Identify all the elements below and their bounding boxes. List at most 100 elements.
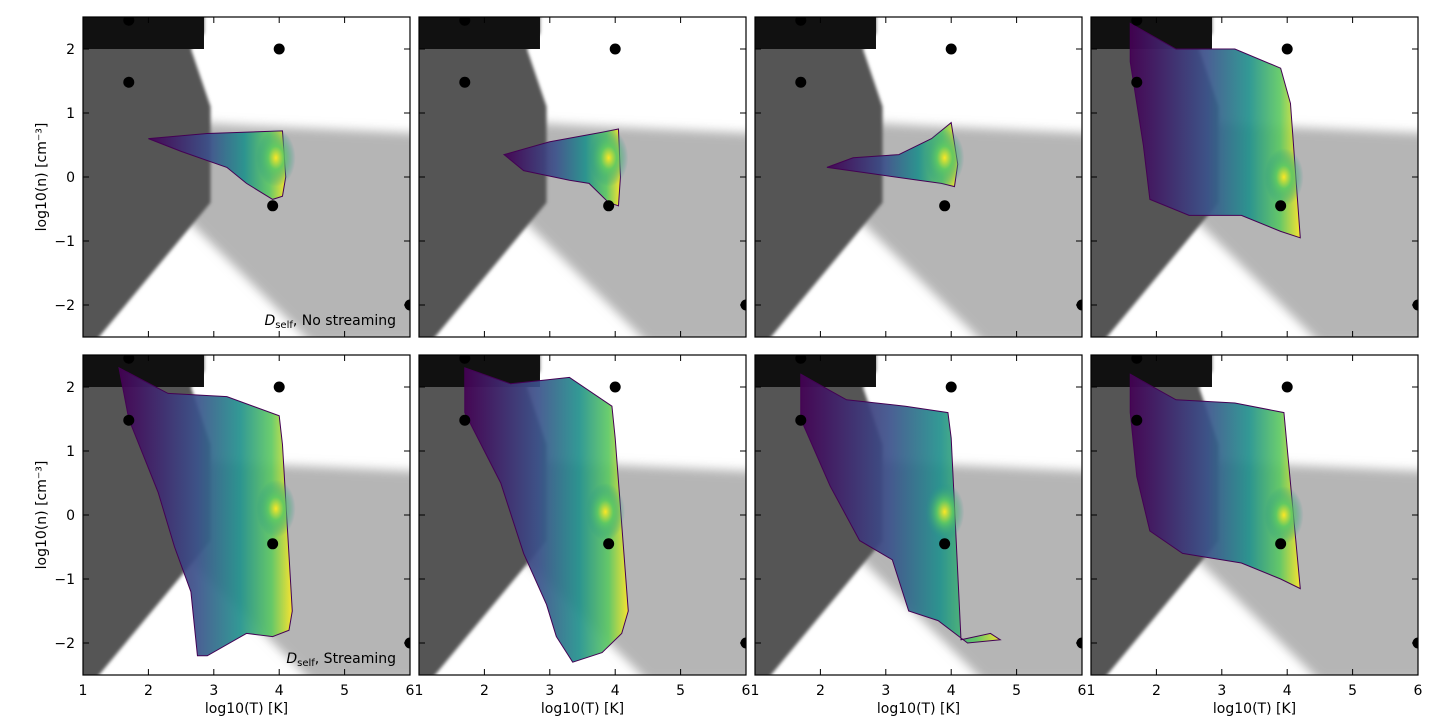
- y-tick-label: −1: [54, 572, 75, 588]
- density-distribution: [1129, 22, 1301, 239]
- y-tick-label: 1: [66, 444, 75, 460]
- density-peak: [1264, 148, 1304, 206]
- x-tick-label: 3: [1217, 683, 1226, 699]
- reference-point: [459, 355, 471, 364]
- x-tick-label: 1: [79, 683, 88, 699]
- reference-point: [123, 17, 135, 26]
- reference-point: [795, 355, 807, 364]
- panel-annotation: Dself, No streaming: [264, 313, 396, 331]
- reference-point: [459, 76, 471, 88]
- y-tick-label: −2: [54, 636, 75, 652]
- reference-point: [939, 200, 951, 212]
- density-peak: [925, 483, 965, 541]
- y-tick-label: 2: [66, 380, 75, 396]
- phase-cool-region: [755, 17, 883, 337]
- reference-point: [1275, 538, 1287, 550]
- density-distribution: [118, 366, 293, 657]
- x-tick-label: 4: [275, 683, 284, 699]
- panel-2-3: [754, 354, 1083, 676]
- x-tick-label: 3: [545, 683, 554, 699]
- phase-cold-region: [83, 17, 204, 49]
- y-tick-label: −1: [54, 234, 75, 250]
- reference-point: [603, 200, 615, 212]
- x-tick-label: 2: [480, 683, 489, 699]
- panel-2-1: Dself, Streaming: [82, 354, 411, 676]
- x-axis-label: log10(T) [K]: [541, 701, 624, 717]
- density-peak: [256, 129, 296, 187]
- x-tick-label: 3: [881, 683, 890, 699]
- y-tick-label: 2: [66, 42, 75, 58]
- panel-1-3: [754, 16, 1083, 338]
- reference-point: [459, 17, 471, 26]
- reference-point: [267, 538, 279, 550]
- phase-cold-region: [419, 17, 540, 49]
- x-tick-label: 1: [1087, 683, 1096, 699]
- reference-point: [459, 414, 471, 426]
- reference-point: [1281, 381, 1293, 393]
- y-axis-label: log10(n) [cm⁻³]: [34, 123, 50, 232]
- x-tick-label: 1: [751, 683, 760, 699]
- x-tick-label: 5: [1012, 683, 1021, 699]
- phase-cold-region: [1091, 17, 1212, 49]
- reference-point: [1131, 17, 1143, 26]
- density-distribution: [1129, 373, 1301, 590]
- x-tick-label: 6: [742, 683, 751, 699]
- density-peak: [256, 479, 296, 538]
- panel-1-1: Dself, No streaming: [82, 16, 411, 338]
- reference-point: [609, 43, 621, 55]
- density-peak: [589, 129, 629, 187]
- panel-2-2: [418, 354, 747, 676]
- x-axis-label: log10(T) [K]: [205, 701, 288, 717]
- reference-point: [1131, 414, 1143, 426]
- x-tick-label: 5: [340, 683, 349, 699]
- reference-point: [1275, 200, 1287, 212]
- y-tick-label: 1: [66, 106, 75, 122]
- x-tick-label: 2: [1152, 683, 1161, 699]
- y-axis-label: log10(n) [cm⁻³]: [34, 461, 50, 570]
- reference-point: [795, 17, 807, 26]
- reference-point: [795, 414, 807, 426]
- y-tick-label: 0: [66, 170, 75, 186]
- density-peak: [925, 129, 965, 187]
- phase-cold-region: [755, 355, 876, 387]
- phase-cool-region: [83, 17, 211, 337]
- x-tick-label: 3: [209, 683, 218, 699]
- x-tick-label: 4: [947, 683, 956, 699]
- reference-point: [945, 43, 957, 55]
- reference-point: [1281, 43, 1293, 55]
- x-tick-label: 6: [406, 683, 415, 699]
- reference-point: [1131, 355, 1143, 364]
- x-tick-label: 6: [1078, 683, 1087, 699]
- phase-cold-region: [1091, 355, 1212, 387]
- x-tick-label: 2: [144, 683, 153, 699]
- phase-cool-region: [419, 17, 547, 337]
- y-tick-label: −2: [54, 298, 75, 314]
- x-tick-label: 1: [415, 683, 424, 699]
- reference-point: [945, 381, 957, 393]
- phase-cold-region: [83, 355, 204, 387]
- x-axis-label: log10(T) [K]: [877, 701, 960, 717]
- reference-point: [123, 76, 135, 88]
- x-axis-label: log10(T) [K]: [1213, 701, 1296, 717]
- x-tick-label: 5: [676, 683, 685, 699]
- reference-point: [123, 355, 135, 364]
- reference-point: [939, 538, 951, 550]
- density-distribution: [464, 367, 629, 663]
- reference-point: [609, 381, 621, 393]
- density-peak: [1264, 486, 1304, 544]
- panel-2-4: [1090, 354, 1419, 676]
- reference-point: [795, 76, 807, 88]
- x-tick-label: 4: [1283, 683, 1292, 699]
- panel-1-4: [1090, 16, 1419, 338]
- phase-cold-region: [419, 355, 540, 387]
- reference-point: [273, 43, 285, 55]
- density-distribution: [800, 373, 1002, 644]
- reference-point: [267, 200, 279, 212]
- density-peak: [585, 483, 626, 541]
- reference-point: [603, 538, 615, 550]
- x-tick-label: 5: [1348, 683, 1357, 699]
- panel-annotation: Dself, Streaming: [286, 651, 396, 669]
- reference-point: [1131, 76, 1143, 88]
- x-tick-label: 4: [611, 683, 620, 699]
- y-tick-label: 0: [66, 508, 75, 524]
